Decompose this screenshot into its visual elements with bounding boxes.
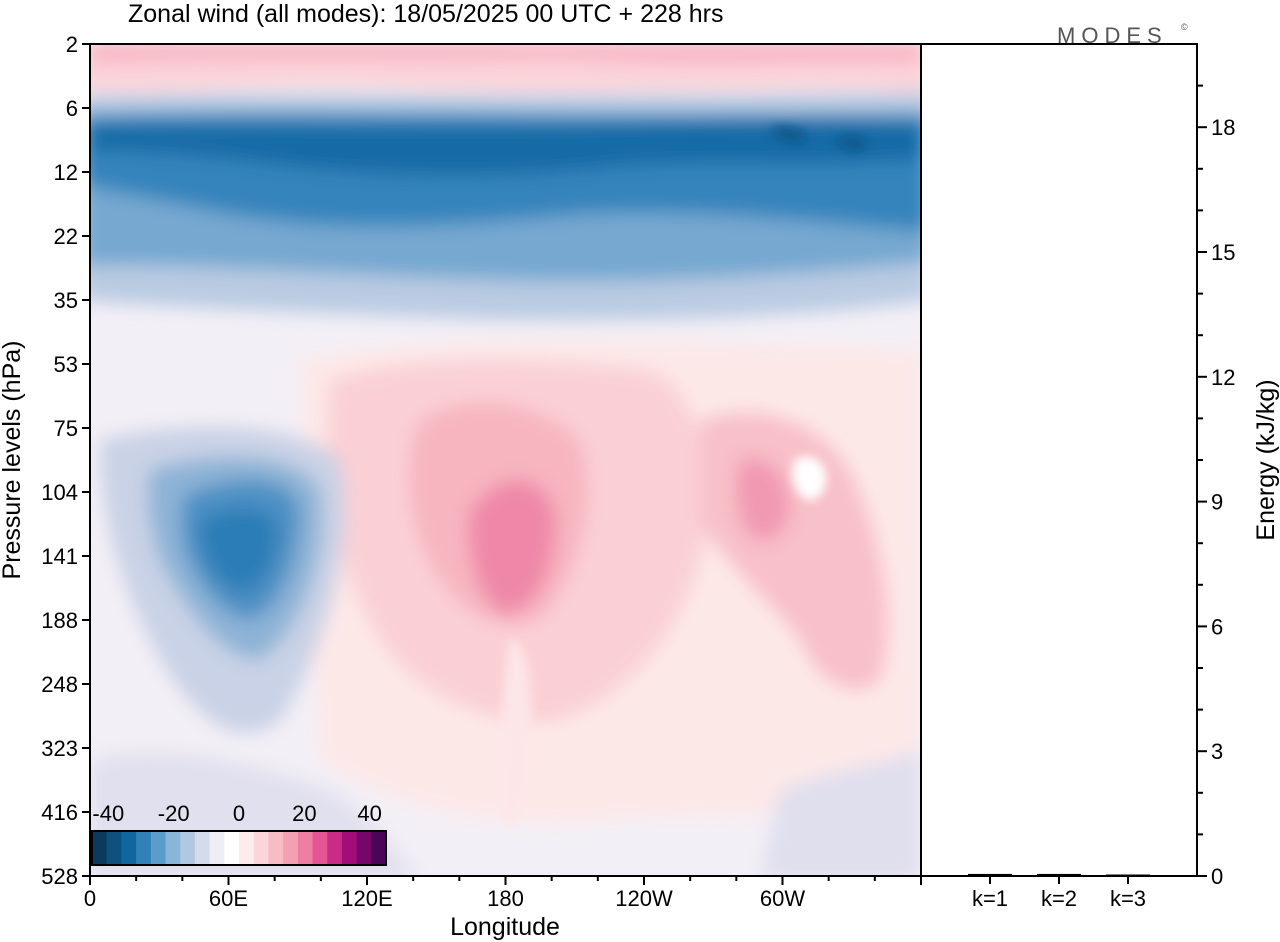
colorbar-swatch bbox=[106, 831, 122, 865]
longitude-tick-label: 120W bbox=[615, 886, 673, 911]
colorbar: -40 -20 0 20 40 bbox=[91, 801, 387, 866]
pressure-tick-label: 22 bbox=[54, 224, 78, 249]
energy-tick-label: 18 bbox=[1211, 115, 1235, 140]
energy-tick-label: 6 bbox=[1211, 614, 1223, 639]
longitude-axis: 0 60E 120E 180 120W 60W bbox=[84, 876, 922, 911]
surface-easterly-right bbox=[760, 750, 921, 876]
chart-title: Zonal wind (all modes): 18/05/2025 00 UT… bbox=[128, 0, 723, 28]
longitude-tick-label: 60W bbox=[760, 886, 805, 911]
westerly-core-east bbox=[736, 458, 790, 541]
pressure-tick-label: 323 bbox=[41, 736, 78, 761]
pressure-tick-label: 12 bbox=[54, 160, 78, 185]
energy-bar bbox=[1106, 874, 1150, 876]
colorbar-swatch bbox=[371, 831, 387, 865]
pressure-tick-label: 141 bbox=[41, 544, 78, 569]
colorbar-swatch bbox=[253, 831, 269, 865]
pressure-tick-label: 416 bbox=[41, 800, 78, 825]
energy-tick-label: 3 bbox=[1211, 739, 1223, 764]
colorbar-swatch bbox=[150, 831, 166, 865]
colorbar-swatch bbox=[356, 831, 372, 865]
colorbar-swatch bbox=[327, 831, 343, 865]
energy-tick-label: 12 bbox=[1211, 365, 1235, 390]
colorbar-swatch bbox=[194, 831, 211, 865]
energy-category-label: k=3 bbox=[1110, 886, 1146, 911]
colorbar-swatch bbox=[239, 831, 255, 865]
brand-mark: © bbox=[1181, 22, 1188, 32]
pressure-tick-label: 528 bbox=[41, 864, 78, 889]
pressure-tick-label: 104 bbox=[41, 480, 78, 505]
colorbar-frame bbox=[91, 830, 387, 866]
warm-band-top-core bbox=[90, 44, 921, 62]
westerly-core-180 bbox=[468, 480, 556, 615]
colorbar-swatch bbox=[165, 831, 181, 865]
colorbar-swatch bbox=[180, 831, 196, 865]
colorbar-swatch bbox=[121, 831, 137, 865]
longitude-tick-label: 60E bbox=[209, 886, 248, 911]
pressure-tick-label: 53 bbox=[54, 352, 78, 377]
pressure-tick-label: 188 bbox=[41, 608, 78, 633]
colorbar-swatch bbox=[283, 831, 299, 865]
energy-panel-frame bbox=[920, 43, 1198, 877]
energy-bars: k=1 k=2 k=3 bbox=[968, 873, 1150, 911]
energy-tick-label: 15 bbox=[1211, 240, 1235, 265]
pressure-tick-label: 75 bbox=[54, 416, 78, 441]
pressure-tick-label: 248 bbox=[41, 672, 78, 697]
energy-axis: 0 3 6 9 12 15 18 bbox=[1197, 84, 1235, 889]
energy-tick-label: 0 bbox=[1211, 864, 1223, 889]
colorbar-swatch bbox=[312, 831, 328, 865]
energy-bar bbox=[968, 873, 1012, 876]
longitude-tick-label: 0 bbox=[84, 886, 96, 911]
energy-bar bbox=[1037, 873, 1081, 876]
easterly-core-center bbox=[200, 508, 278, 592]
colorbar-swatch bbox=[224, 831, 240, 865]
colorbar-tick-label: 40 bbox=[357, 801, 381, 826]
pressure-axis: 2 6 12 22 35 53 75 104 141 188 248 323 416 528 bbox=[41, 32, 90, 889]
energy-category-label: k=2 bbox=[1041, 886, 1077, 911]
longitude-tick-label: 180 bbox=[487, 886, 524, 911]
colorbar-swatch bbox=[341, 831, 358, 865]
heatmap-detail bbox=[501, 126, 867, 828]
colorbar-swatch bbox=[268, 831, 284, 865]
zonal-wind-heatmap bbox=[90, 44, 921, 876]
energy-category-label: k=1 bbox=[972, 886, 1008, 911]
heatmap-field bbox=[90, 44, 921, 876]
x-axis-label: Longitude bbox=[450, 913, 560, 941]
stratospheric-jet-core bbox=[90, 119, 921, 175]
colorbar-tick-label: -20 bbox=[158, 801, 190, 826]
pressure-tick-label: 35 bbox=[54, 288, 78, 313]
colorbar-tick-label: 0 bbox=[233, 801, 245, 826]
colorbar-tick-label: -40 bbox=[92, 801, 124, 826]
colorbar-tick-label: 20 bbox=[292, 801, 316, 826]
colorbar-swatch bbox=[297, 831, 313, 865]
y-axis-label: Pressure levels (hPa) bbox=[0, 341, 26, 580]
colorbar-swatch bbox=[209, 831, 225, 865]
colorbar-swatch bbox=[92, 831, 108, 865]
energy-axis-label: Energy (kJ/kg) bbox=[1252, 379, 1280, 540]
longitude-tick-label: 120E bbox=[341, 886, 392, 911]
pressure-tick-label: 6 bbox=[66, 96, 78, 121]
pressure-tick-label: 2 bbox=[66, 32, 78, 57]
energy-tick-label: 9 bbox=[1211, 490, 1223, 515]
colorbar-swatch bbox=[136, 831, 152, 865]
